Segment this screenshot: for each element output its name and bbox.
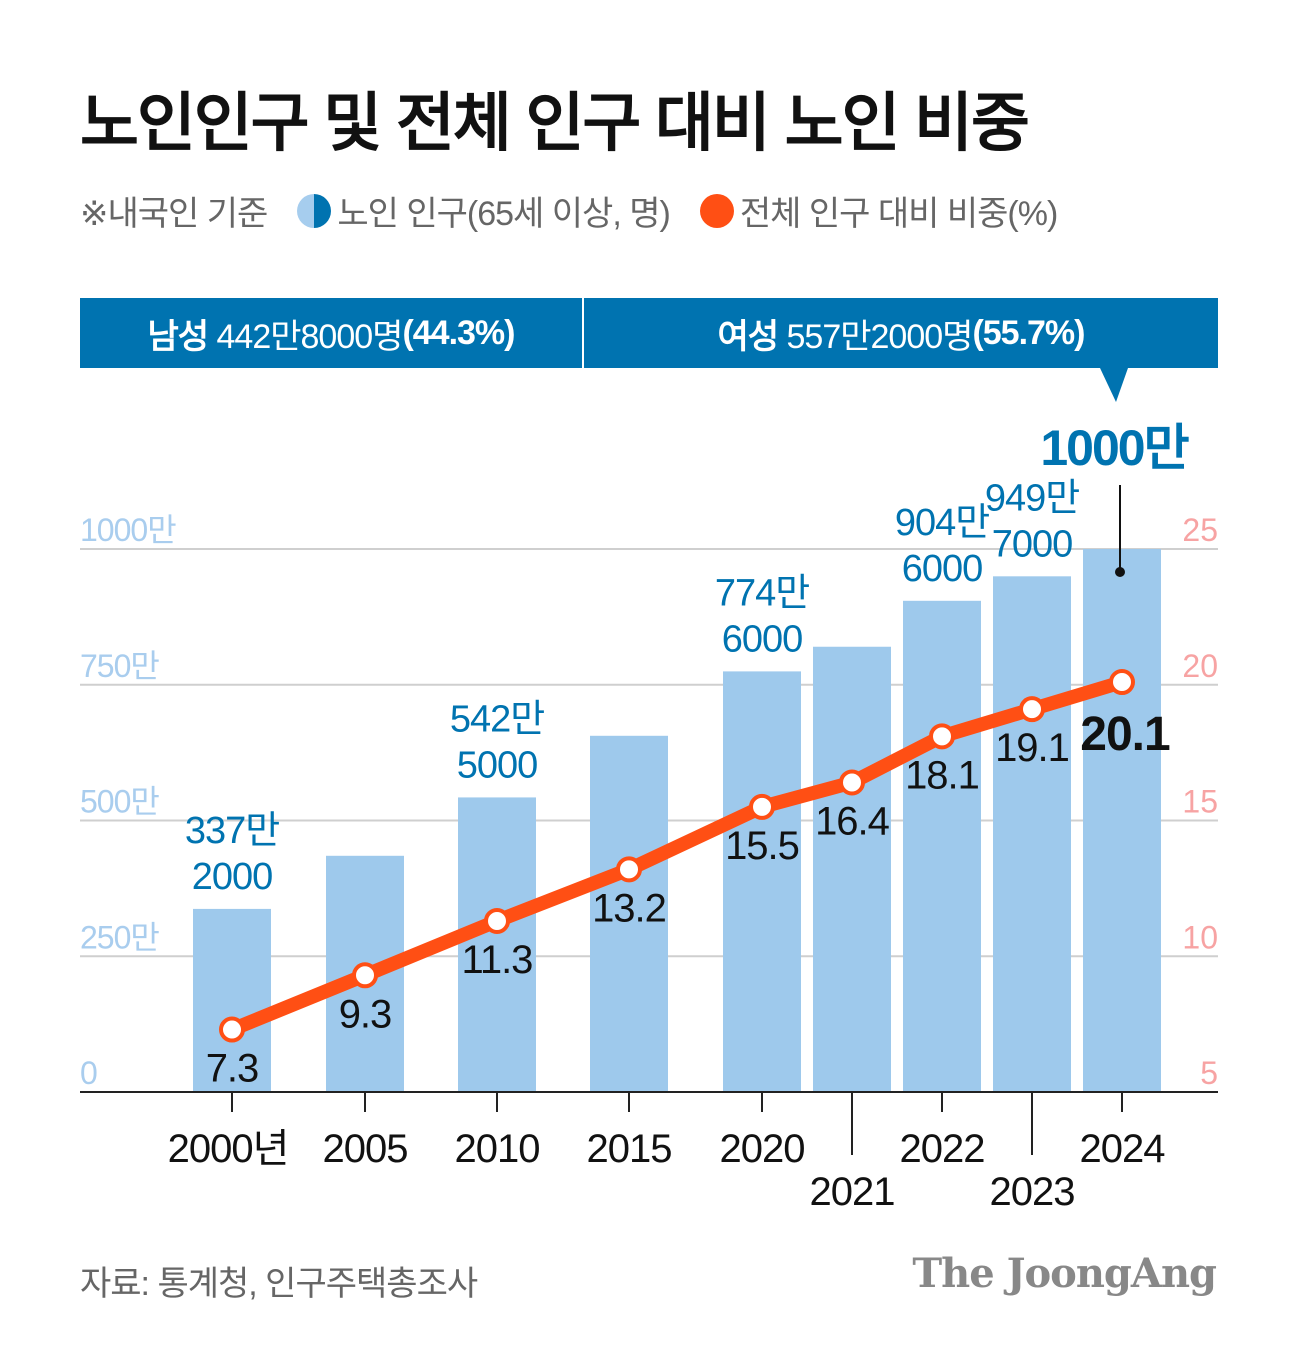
x-tick-label: 2000년 [168,1127,289,1171]
legend-label: 노인 인구(65세 이상, 명) [337,195,670,233]
bar-label: 6000 [902,548,983,590]
right-axis-tick: 25 [1182,512,1218,548]
legend-item-ratio: 전체 인구 대비 비중(%) [699,186,1058,235]
ratio-label: 7.3 [206,1047,259,1091]
bar-2010 [458,797,536,1092]
banner-pointer [1100,368,1128,402]
banner-male: 남성 442만8000명 (44.3%) [80,298,582,368]
banner-female: 여성 557만2000명 (55.7%) [584,298,1218,368]
female-value: 557만2000명 [786,317,974,356]
circle-orange-icon [699,193,734,228]
ratio-point [484,907,510,934]
ratio-label: 11.3 [462,938,533,982]
ratio-label: 9.3 [339,992,392,1036]
x-tick-label: 2015 [587,1127,672,1171]
bar-label: 949만 [985,477,1079,519]
ratio-point [1019,696,1045,723]
male-value: 442만8000명 [216,317,404,356]
banner-divider [582,298,584,368]
ratio-point [839,769,865,796]
bar-label: 6000 [722,618,803,660]
gender-banner: 남성 442만8000명 (44.3%) 여성 557만2000명 (55.7%) [80,298,1218,368]
legend: ※내국인 기준 노인 인구(65세 이상, 명) 전체 인구 대비 비중(%) [80,186,1087,235]
chart-title: 노인인구 및 전체 인구 대비 노인 비중 [80,87,1030,159]
bar-2020 [723,671,801,1092]
ratio-label: 18.1 [905,753,979,797]
ratio-point [352,962,378,989]
legend-label: 전체 인구 대비 비중(%) [739,195,1058,233]
legend-item-population: 노인 인구(65세 이상, 명) [297,186,671,235]
left-axis-tick: 500만 [80,784,159,820]
x-tick-label: 2021 [810,1170,895,1214]
x-tick-label: 2020 [720,1127,805,1171]
bar-label: 7000 [992,523,1073,565]
x-tick-label: 2024 [1080,1127,1166,1171]
annotation-dot [1115,567,1125,577]
annotation-label: 1000만 [1040,420,1189,476]
left-axis-tick: 1000만 [80,512,176,548]
ratio-point [616,856,642,883]
legend-note-text: ※내국인 기준 [80,195,268,233]
half-circle-blue-icon [297,193,332,228]
male-label: 남성 [147,317,209,356]
x-tick-label: 2010 [455,1127,540,1171]
ratio-point [219,1016,245,1043]
ratio-label: 16.4 [815,799,890,843]
ratio-point [929,723,955,750]
female-pct: (55.7%) [972,313,1085,352]
bar-label: 2000 [192,856,273,898]
left-axis-tick: 750만 [80,648,159,684]
ratio-point [749,793,775,820]
right-axis-tick: 5 [1200,1055,1218,1091]
bar-label: 904만 [895,502,989,544]
bar-label: 337만 [185,810,279,852]
right-axis-tick: 15 [1182,784,1218,820]
bar-2024 [1083,549,1161,1092]
bar-2000년 [193,908,271,1092]
x-tick-label: 2023 [990,1170,1075,1214]
ratio-label: 19.1 [995,726,1069,770]
x-tick-label: 2022 [900,1127,985,1171]
ratio-label: 20.1 [1080,708,1170,761]
ratio-point [1109,669,1135,696]
right-axis-tick: 20 [1182,648,1218,684]
logo: The JoongAng [912,1250,1217,1297]
bar-2022 [903,600,981,1092]
bar-2021 [813,646,891,1092]
bar-2015 [590,735,668,1092]
ratio-label: 13.2 [592,886,666,930]
bar-label: 542만 [450,698,544,740]
bar-2023 [993,576,1071,1092]
right-axis-tick: 10 [1182,919,1218,955]
source-text: 자료: 통계청, 인구주택총조사 [80,1265,478,1303]
bar-label: 5000 [457,744,538,786]
ratio-label: 15.5 [725,824,799,868]
x-tick-label: 2005 [323,1127,408,1171]
left-axis-tick: 0 [80,1055,97,1091]
left-axis-tick: 250만 [80,919,159,955]
male-pct: (44.3%) [402,313,515,352]
female-label: 여성 [717,317,779,356]
legend-note: ※내국인 기준 [80,186,268,235]
bar-label: 774만 [715,572,809,614]
